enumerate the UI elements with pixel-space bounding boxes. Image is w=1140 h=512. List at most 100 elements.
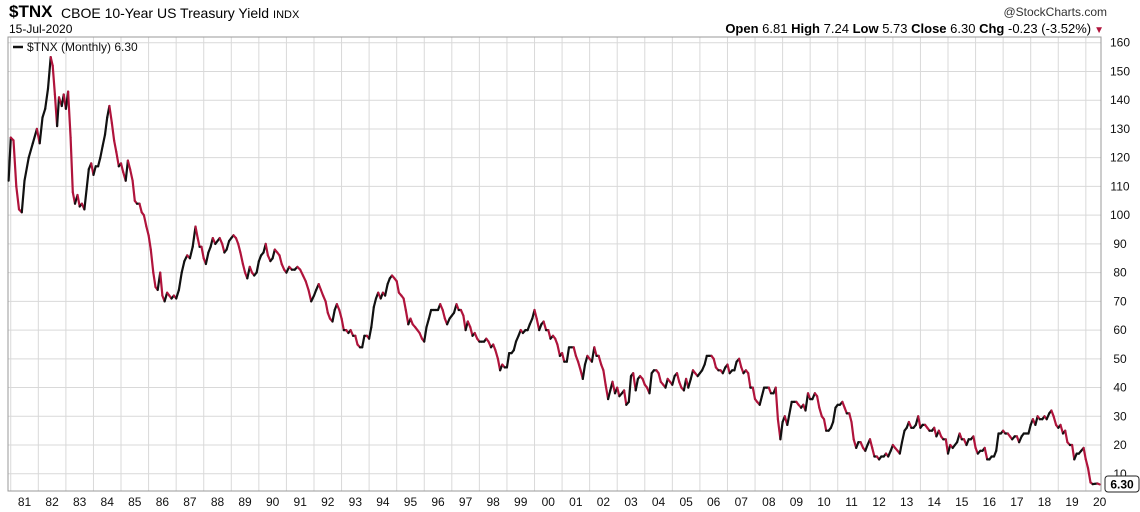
x-tick-label: 05	[679, 495, 693, 509]
yield-segment	[225, 239, 231, 251]
yield-segment	[304, 280, 310, 291]
y-tick-label: 20	[1113, 438, 1127, 452]
x-tick-label: 04	[652, 495, 666, 509]
yield-segment	[368, 326, 373, 340]
x-tick-label: 16	[983, 495, 997, 509]
yield-segment	[871, 446, 876, 458]
yield-segment	[627, 375, 633, 403]
yield-segment	[138, 202, 143, 214]
yield-segment	[99, 145, 104, 159]
yield-segment	[505, 352, 511, 369]
yield-segment	[733, 360, 738, 372]
y-tick-label: 110	[1110, 179, 1129, 193]
index-tag: INDX	[273, 9, 300, 21]
yield-segment	[788, 400, 793, 415]
last-value-box	[1104, 475, 1140, 493]
yield-segment	[44, 87, 50, 110]
x-tick-label: 08	[762, 495, 776, 509]
x-tick-label: 20	[1093, 495, 1107, 509]
y-tick-label: 140	[1110, 93, 1130, 107]
yield-segment	[427, 308, 433, 320]
yield-segment	[110, 122, 116, 142]
x-tick-label: 91	[294, 495, 308, 509]
yield-segment	[469, 326, 474, 337]
x-tick-label: 89	[238, 495, 252, 509]
yield-segment	[395, 280, 400, 294]
yield-segment	[38, 116, 44, 145]
y-tick-label: 50	[1113, 352, 1127, 366]
yield-segment	[46, 55, 52, 90]
yield-segment	[194, 225, 199, 240]
yield-segment	[370, 306, 375, 329]
yield-segment	[751, 386, 757, 401]
yield-segment	[565, 346, 571, 363]
yield-segment	[687, 377, 692, 389]
yield-segment	[131, 179, 136, 202]
yield-segment	[494, 349, 499, 360]
yield-segment	[76, 193, 81, 208]
yield-segment	[119, 162, 125, 174]
down-arrow-icon: ▼	[1094, 25, 1104, 36]
yield-segment	[20, 179, 26, 214]
x-tick-label: 86	[156, 495, 170, 509]
yield-segment	[264, 242, 269, 257]
yield-segment	[271, 248, 276, 260]
yield-segment	[115, 150, 120, 168]
low-value: 5.73	[882, 21, 908, 36]
chart-title-text: CBOE 10-Year US Treasury Yield	[61, 5, 270, 21]
yield-segment	[726, 363, 731, 375]
x-tick-label: 96	[431, 495, 445, 509]
yield-segment	[898, 441, 904, 455]
yield-segment	[441, 308, 446, 320]
x-tick-label: 14	[928, 495, 942, 509]
x-tick-label: 98	[486, 495, 500, 509]
yield-segment	[1059, 423, 1065, 435]
x-tick-label: 93	[349, 495, 363, 509]
y-tick-label: 80	[1113, 266, 1127, 280]
yield-segment	[423, 326, 428, 343]
yield-segment	[1096, 482, 1101, 486]
x-tick-label: 82	[45, 495, 59, 509]
open-value: 6.81	[762, 21, 788, 36]
x-tick-label: 18	[1038, 495, 1052, 509]
x-tick-label: 94	[376, 495, 390, 509]
chart-title: CBOE 10-Year US Treasury Yield INDX	[61, 5, 299, 21]
yield-segment	[425, 317, 430, 329]
yield-segment	[142, 214, 148, 228]
yield-segment	[1064, 429, 1069, 444]
yield-segment	[15, 185, 21, 211]
yield-segment	[41, 107, 47, 119]
x-tick-label: 00	[542, 495, 556, 509]
yield-segment	[616, 386, 621, 398]
yield-segment	[556, 343, 562, 357]
x-tick-label: 99	[514, 495, 528, 509]
yield-segment	[404, 308, 410, 326]
x-tick-label: 11	[845, 495, 858, 509]
yield-segment	[712, 357, 718, 369]
yield-segment	[1086, 466, 1092, 484]
yield-segment	[774, 386, 780, 421]
y-tick-label: 40	[1113, 381, 1127, 395]
yield-segment	[542, 320, 548, 332]
chg-label: Chg	[979, 21, 1005, 36]
yield-segment	[27, 142, 34, 159]
yield-segment	[51, 64, 57, 96]
chart-header: $TNX CBOE 10-Year US Treasury Yield INDX …	[0, 0, 1140, 38]
y-tick-label: 130	[1110, 122, 1130, 136]
ohlc-summary: Open 6.81 High 7.24 Low 5.73 Close 6.30 …	[725, 21, 1104, 36]
y-tick-label: 120	[1110, 151, 1130, 165]
x-tick-label: 19	[1065, 495, 1079, 509]
yield-segment	[241, 262, 247, 274]
yield-segment	[560, 352, 566, 363]
x-tick-label: 07	[735, 495, 749, 509]
yield-segment	[49, 55, 54, 67]
yield-segment	[307, 288, 313, 303]
x-tick-label: 17	[1010, 495, 1024, 509]
x-tick-label: 12	[872, 495, 886, 509]
yield-segment	[779, 420, 784, 441]
x-tick-label: 02	[597, 495, 611, 509]
yield-segment	[129, 168, 134, 182]
yield-segment	[815, 395, 821, 409]
yield-segment	[671, 375, 676, 386]
